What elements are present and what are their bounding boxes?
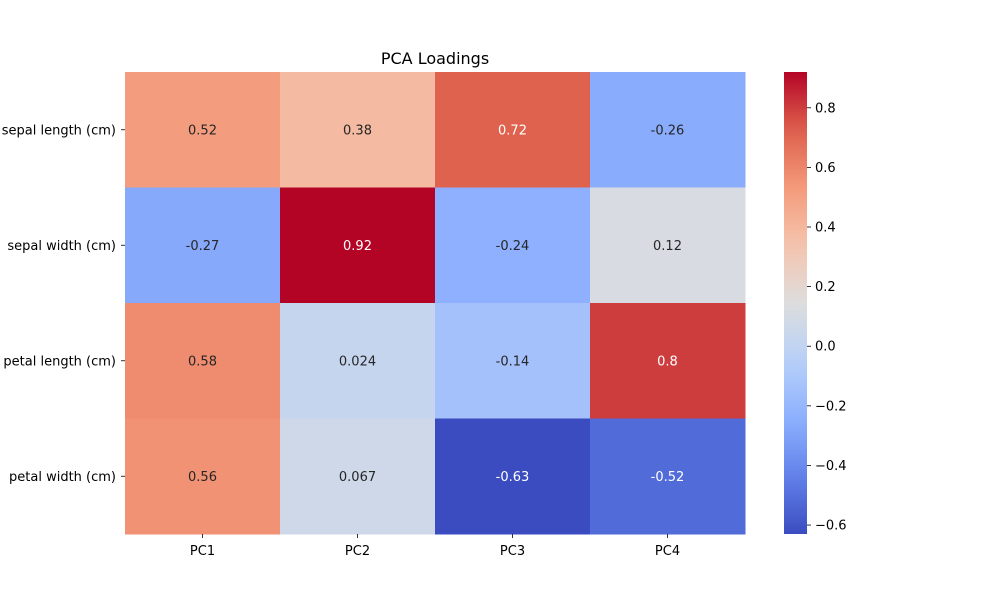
y-tick-label: sepal width (cm) (7, 239, 116, 254)
cell-annotation: 0.58 (188, 354, 217, 369)
heatmap-cell (590, 187, 746, 304)
x-axis: PC1 PC2 PC3 PC4 (190, 534, 680, 559)
heatmap-cell (435, 187, 591, 304)
cell-annotation: -0.63 (496, 470, 530, 485)
heatmap-cell (590, 418, 746, 535)
y-axis: sepal length (cm) sepal width (cm) petal l… (2, 123, 125, 485)
cell-annotation: 0.38 (343, 123, 372, 138)
heatmap-cell (590, 72, 746, 188)
y-tick-label: petal length (cm) (3, 354, 116, 369)
cell-annotation: 0.52 (188, 123, 217, 138)
colorbar-tick-label: −0.6 (815, 519, 847, 534)
heatmap-cell (435, 72, 591, 188)
cell-annotation: -0.27 (186, 239, 220, 254)
cell-annotation: 0.024 (339, 354, 376, 369)
heatmap-cell (125, 187, 281, 304)
colorbar-tick-label: −0.4 (815, 459, 847, 474)
cell-annotation: 0.56 (188, 470, 217, 485)
heatmap-cell (435, 303, 591, 419)
heatmap-cell (280, 303, 436, 419)
heatmap-cell (280, 418, 436, 535)
cell-annotation: -0.24 (496, 239, 530, 254)
chart-title: PCA Loadings (381, 49, 489, 68)
cell-annotation: 0.12 (653, 239, 682, 254)
x-tick-label: PC3 (500, 544, 525, 559)
x-tick-label: PC4 (655, 544, 680, 559)
heatmap-cell (280, 187, 436, 304)
heatmap-cell (590, 303, 746, 419)
colorbar-tick-label: 0.0 (815, 340, 836, 355)
heatmap-cell (125, 303, 281, 419)
cell-annotation: 0.72 (498, 123, 527, 138)
colorbar-tick-label: 0.8 (815, 101, 836, 116)
cell-annotation: 0.8 (657, 354, 678, 369)
y-tick-label: sepal length (cm) (2, 123, 116, 138)
cell-annotation: -0.26 (651, 123, 685, 138)
cell-annotation: 0.92 (343, 239, 372, 254)
y-tick-label: petal width (cm) (9, 470, 116, 485)
colorbar-tick-label: −0.2 (815, 399, 847, 414)
colorbar-tick-label: 0.4 (815, 220, 836, 235)
cell-annotation: -0.52 (651, 470, 685, 485)
colorbar: −0.6 −0.4 −0.2 0.0 0.2 0.4 0.6 0.8 (784, 72, 847, 534)
cell-annotation: -0.14 (496, 354, 530, 369)
heatmap-cell (125, 418, 281, 535)
heatmap-cells (125, 72, 746, 535)
heatmap-cell (280, 72, 436, 188)
heatmap-cell (125, 72, 281, 188)
colorbar-tick-label: 0.2 (815, 280, 836, 295)
colorbar-tick-label: 0.6 (815, 161, 836, 176)
heatmap-cell (435, 418, 591, 535)
x-tick-label: PC2 (345, 544, 370, 559)
colorbar-gradient (784, 72, 807, 534)
x-tick-label: PC1 (190, 544, 215, 559)
cell-annotation: 0.067 (339, 470, 376, 485)
cell-annotations: 0.52 0.38 0.72 -0.26 -0.27 0.92 -0.24 0.12 0.58 0… (186, 123, 685, 485)
